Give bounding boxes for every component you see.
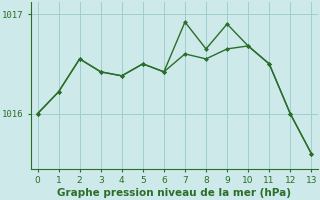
X-axis label: Graphe pression niveau de la mer (hPa): Graphe pression niveau de la mer (hPa) (57, 188, 292, 198)
